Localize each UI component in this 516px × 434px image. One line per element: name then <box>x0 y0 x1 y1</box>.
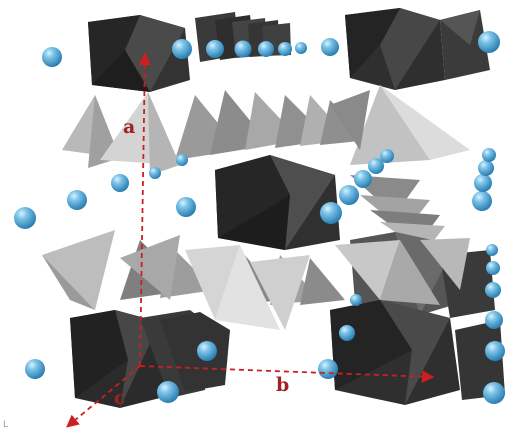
atom-sphere <box>483 382 505 404</box>
atom-sphere <box>350 294 362 306</box>
atom-sphere <box>25 359 45 379</box>
axis-arrow-b <box>139 365 435 383</box>
atom-sphere <box>486 244 498 256</box>
atom-sphere <box>206 40 224 58</box>
atom-sphere <box>478 31 500 53</box>
atom-sphere <box>278 42 292 56</box>
atom-sphere <box>234 40 252 58</box>
atom-sphere <box>339 325 355 341</box>
atom-sphere <box>339 185 359 205</box>
atom-sphere <box>176 154 188 166</box>
atoms <box>14 31 505 404</box>
atom-sphere <box>474 174 492 192</box>
atom-sphere <box>42 47 62 67</box>
atom-sphere <box>478 160 494 176</box>
atom-sphere <box>176 197 196 217</box>
atom-sphere <box>258 41 274 57</box>
atom-sphere <box>318 359 338 379</box>
atom-sphere <box>485 282 501 298</box>
atom-sphere <box>485 311 503 329</box>
atom-sphere <box>472 191 492 211</box>
atom-sphere <box>111 174 129 192</box>
octahedron-center <box>215 155 340 250</box>
atom-sphere <box>380 149 394 163</box>
tetrahedra-lower-band <box>42 230 470 330</box>
octahedra-bottom-left <box>70 310 230 408</box>
axis-label-b: b <box>276 374 289 396</box>
atom-sphere <box>295 42 307 54</box>
tetrahedra-upper-band <box>62 85 470 175</box>
atom-sphere <box>172 39 192 59</box>
atom-sphere <box>320 202 342 224</box>
octahedra-top-right <box>345 8 490 90</box>
atom-sphere <box>157 381 179 403</box>
axis-label-a: a <box>123 116 135 138</box>
corner-mark: L <box>3 420 8 430</box>
atom-sphere <box>482 148 496 162</box>
atom-sphere <box>67 190 87 210</box>
octahedra-top-left <box>88 12 291 92</box>
atom-sphere <box>354 170 372 188</box>
atom-sphere <box>485 341 505 361</box>
atom-sphere <box>486 261 500 275</box>
atom-sphere <box>14 207 36 229</box>
axis-label-c: c <box>114 387 126 409</box>
atom-sphere <box>149 167 161 179</box>
atom-sphere <box>321 38 339 56</box>
atom-sphere <box>368 158 384 174</box>
atom-sphere <box>197 341 217 361</box>
axes: a b c <box>66 52 435 428</box>
axis-arrow-c <box>66 365 141 428</box>
axis-arrow-a <box>138 52 152 367</box>
